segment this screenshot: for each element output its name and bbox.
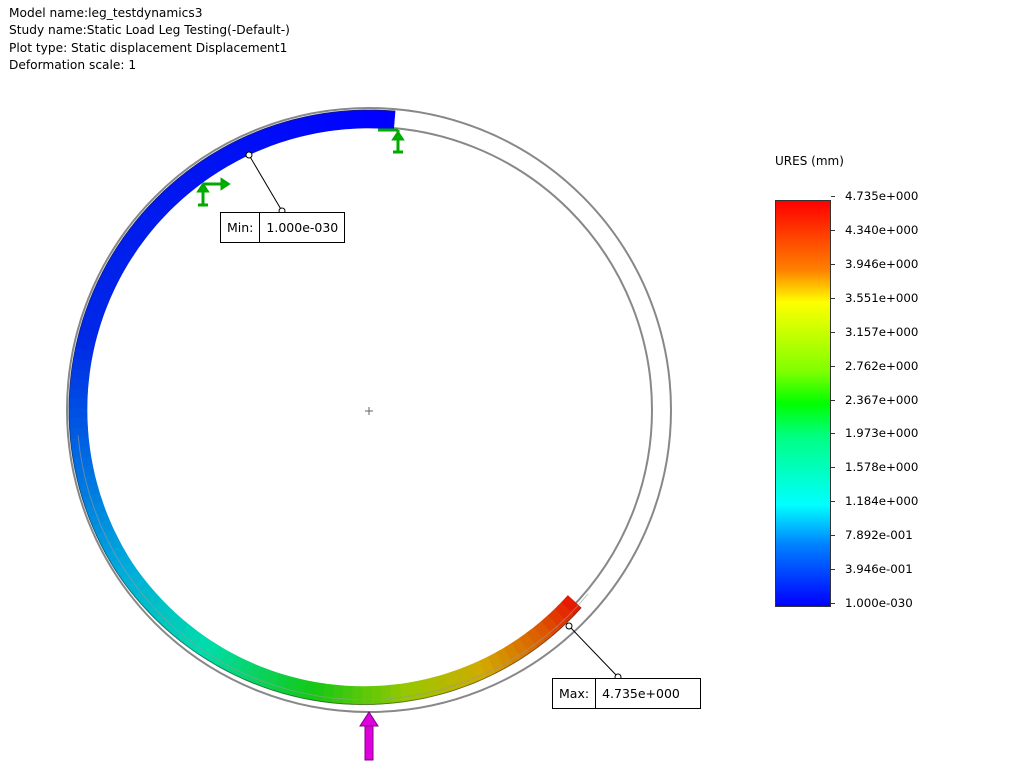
- max-value: 4.735e+000: [602, 686, 680, 701]
- band-segment: [374, 109, 386, 129]
- band-segment: [68, 408, 88, 420]
- plot-type: Plot type: Static displacement Displacem…: [9, 40, 288, 55]
- legend-tick-mark: [831, 263, 835, 265]
- fixture-arrow-icon[interactable]: [378, 128, 405, 154]
- max-leader: [565, 622, 622, 681]
- band-segment: [361, 686, 373, 705]
- band-segment: [344, 109, 356, 130]
- legend-tick-label: 3.946e-001: [845, 562, 913, 577]
- legend-tick-label: 3.946e+000: [845, 256, 919, 271]
- band-segment: [68, 417, 88, 430]
- deformation-scale: Deformation scale: 1: [9, 57, 137, 72]
- legend-tick-label: 1.184e+000: [845, 494, 919, 509]
- band-segment: [341, 685, 354, 705]
- study-info: Model name:leg_testdynamics3 Study name:…: [9, 5, 290, 74]
- legend-tick-label: 2.367e+000: [845, 392, 919, 407]
- band-segment: [364, 109, 376, 129]
- min-label: Min:: [221, 213, 261, 242]
- band-segment: [383, 110, 396, 130]
- legend-title: URES (mm): [775, 154, 844, 168]
- legend-tick-mark: [831, 433, 835, 435]
- legend-tick-label: 7.892e-001: [845, 528, 913, 543]
- legend-tick-mark: [831, 365, 835, 367]
- legend-tick-mark: [831, 331, 835, 333]
- legend-tick-mark: [831, 569, 835, 571]
- study-name: Study name:Static Load Leg Testing(-Defa…: [9, 23, 290, 38]
- legend-tick-mark: [831, 196, 835, 197]
- force-arrow-icon[interactable]: [359, 711, 379, 761]
- legend-tick-mark: [831, 467, 835, 469]
- band-segment: [69, 377, 89, 391]
- band-midline: [77, 435, 589, 701]
- legend-tick-mark: [831, 501, 835, 503]
- max-callout[interactable]: Max: 4.735e+000: [552, 678, 701, 709]
- min-callout[interactable]: Min: 1.000e-030: [220, 212, 346, 243]
- band-segment: [68, 388, 89, 400]
- min-leader: [245, 151, 286, 215]
- legend-tick-label: 1.578e+000: [845, 460, 919, 475]
- deformed-result-band: [68, 109, 589, 706]
- band-segment: [380, 684, 393, 705]
- band-outline: [68, 109, 582, 706]
- band-segment: [371, 685, 383, 705]
- fixture-arrow-icon[interactable]: [196, 177, 231, 207]
- legend-tick-label: 3.551e+000: [845, 290, 919, 305]
- legend-tick-mark: [831, 399, 835, 401]
- model-name: Model name:leg_testdynamics3: [9, 6, 203, 20]
- band-segment: [351, 686, 363, 705]
- legend-tick-label: 3.157e+000: [845, 324, 919, 339]
- band-segment: [331, 684, 345, 705]
- legend-tick-mark: [831, 297, 835, 299]
- legend-tick-mark: [831, 535, 835, 537]
- legend-tick-label: 4.735e+000: [845, 189, 919, 203]
- min-value: 1.000e-030: [266, 220, 339, 235]
- origin-plus-icon: [365, 407, 373, 415]
- band-segment: [68, 398, 88, 410]
- band-segment: [354, 109, 366, 129]
- legend-tick-mark: [831, 603, 835, 604]
- legend-tick-label: 4.340e+000: [845, 222, 919, 237]
- legend-tick-label: 1.973e+000: [845, 426, 919, 441]
- max-label: Max:: [553, 679, 597, 708]
- legend-tick-label: 2.762e+000: [845, 358, 919, 373]
- legend-tick-label: 1.000e-030: [845, 596, 913, 610]
- legend-tick-mark: [831, 229, 835, 231]
- color-scale-bar[interactable]: [775, 200, 831, 607]
